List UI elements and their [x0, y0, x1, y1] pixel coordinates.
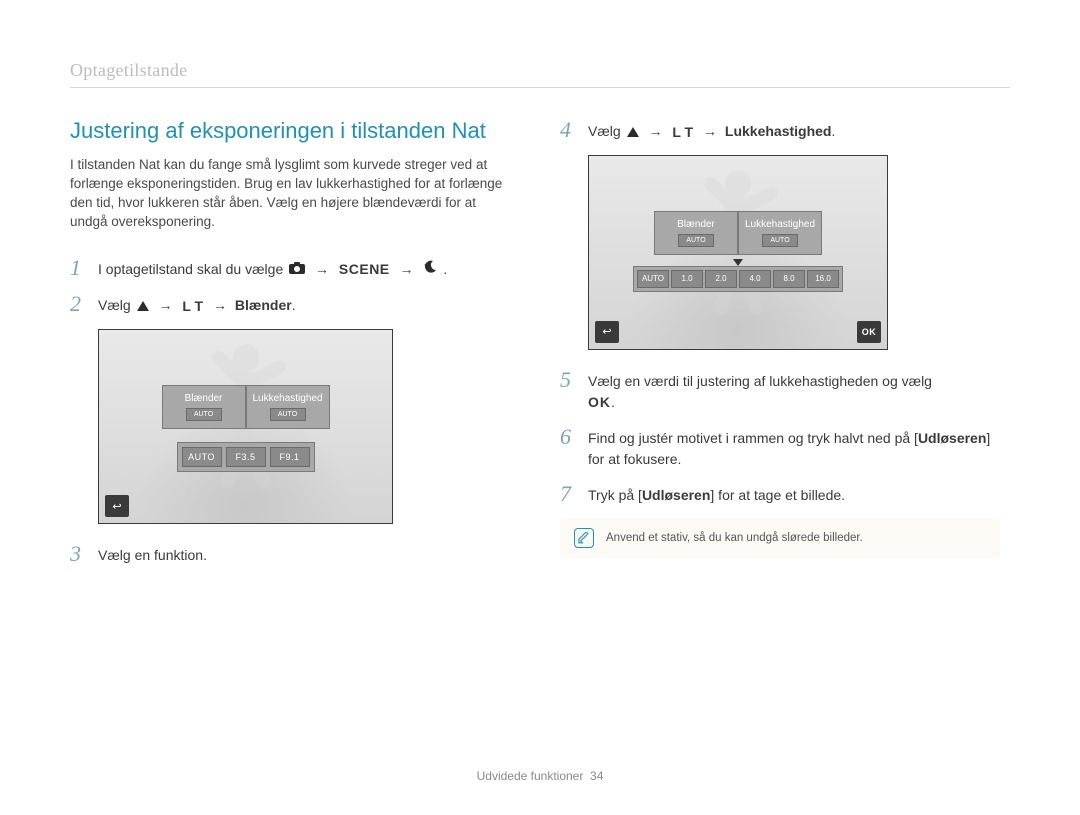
- scale-row: AUTO 1.0 2.0 4.0 8.0 16.0: [633, 266, 843, 292]
- content-columns: Justering af eksponeringen i tilstanden …: [70, 118, 1010, 578]
- step-text: Vælg en værdi til justering af lukkehast…: [588, 373, 932, 389]
- step-body: I optagetilstand skal du vælge → SCENE →…: [98, 256, 510, 281]
- value-option[interactable]: F3.5: [226, 447, 266, 467]
- tab-row: Blænder AUTO Lukkehastighed AUTO: [162, 385, 330, 429]
- scene-label: SCENE: [339, 259, 390, 280]
- tab-mini-value: AUTO: [678, 234, 714, 247]
- intro-paragraph: I tilstanden Nat kan du fange små lysgli…: [70, 156, 510, 232]
- tab-aperture[interactable]: Blænder AUTO: [654, 211, 738, 255]
- column-left: Justering af eksponeringen i tilstanden …: [70, 118, 510, 578]
- step-text: I optagetilstand skal du vælge: [98, 261, 287, 277]
- ok-label: OK: [588, 394, 611, 410]
- tab-shutter[interactable]: Lukkehastighed AUTO: [738, 211, 822, 255]
- step-1: 1 I optagetilstand skal du vælge → SCENE…: [70, 256, 510, 281]
- section-header: Optagetilstande: [70, 60, 1010, 88]
- step-4: 4 Vælg → L T → Lukkehastighed.: [560, 118, 1000, 143]
- value-option[interactable]: F9.1: [270, 447, 310, 467]
- tab-shutter[interactable]: Lukkehastighed AUTO: [246, 385, 330, 429]
- arrow-icon: →: [648, 123, 662, 139]
- note-icon: [574, 528, 594, 548]
- moon-icon: [423, 259, 437, 280]
- step-text: Find og justér motivet i rammen og tryk …: [588, 430, 918, 446]
- step-body: Vælg → L T → Lukkehastighed.: [588, 118, 1000, 143]
- arrow-icon: →: [315, 261, 329, 277]
- step-body: Tryk på [Udløseren] for at tage et bille…: [588, 482, 1000, 506]
- step-7: 7 Tryk på [Udløseren] for at tage et bil…: [560, 482, 1000, 506]
- step-text: Tryk på [: [588, 487, 642, 503]
- step-number: 7: [560, 482, 582, 506]
- scale-option[interactable]: 4.0: [739, 270, 771, 288]
- column-right: 4 Vælg → L T → Lukkehastighed. Blænder: [560, 118, 1000, 578]
- step-text: Vælg: [98, 297, 135, 313]
- camera-icon: [289, 259, 305, 280]
- tab-label: Blænder: [677, 219, 715, 230]
- screenshot-shutter: Blænder AUTO Lukkehastighed AUTO AUTO 1.…: [588, 155, 888, 350]
- page-footer: Udvidede funktioner 34: [0, 769, 1080, 783]
- arrow-icon: →: [158, 297, 172, 313]
- footer-page: 34: [590, 769, 603, 783]
- step-number: 1: [70, 256, 92, 280]
- tab-label: Blænder: [185, 393, 223, 404]
- scale-option[interactable]: 1.0: [671, 270, 703, 288]
- tab-mini-value: AUTO: [270, 408, 306, 421]
- tab-label: Lukkehastighed: [252, 393, 322, 404]
- screenshot-aperture: Blænder AUTO Lukkehastighed AUTO AUTO F3…: [98, 329, 393, 524]
- step-dot: .: [611, 394, 615, 410]
- step-text: ] for at tage et billede.: [710, 487, 845, 503]
- step-body: Vælg en funktion.: [98, 542, 510, 566]
- ok-button[interactable]: OK: [857, 321, 881, 343]
- step-bold: Udløseren: [642, 487, 710, 503]
- step-2: 2 Vælg → L T → Blænder.: [70, 292, 510, 317]
- step-5: 5 Vælg en værdi til justering af lukkeha…: [560, 368, 1000, 413]
- back-button[interactable]: ↩: [595, 321, 619, 343]
- scale-option[interactable]: 8.0: [773, 270, 805, 288]
- step-number: 3: [70, 542, 92, 566]
- scale-option[interactable]: 16.0: [807, 270, 839, 288]
- tab-row: Blænder AUTO Lukkehastighed AUTO: [654, 211, 822, 255]
- value-row: AUTO F3.5 F9.1: [177, 442, 315, 472]
- step-body: Vælg en værdi til justering af lukkehast…: [588, 368, 1000, 413]
- step-body: Vælg → L T → Blænder.: [98, 292, 510, 317]
- step-number: 2: [70, 292, 92, 316]
- step-target: Lukkehastighed: [725, 123, 832, 139]
- back-button[interactable]: ↩: [105, 495, 129, 517]
- step-body: Find og justér motivet i rammen og tryk …: [588, 425, 1000, 470]
- step-dot: .: [443, 261, 447, 277]
- scale-option[interactable]: 2.0: [705, 270, 737, 288]
- step-3: 3 Vælg en funktion.: [70, 542, 510, 566]
- lt-label: L T: [182, 296, 203, 317]
- note-box: Anvend et stativ, så du kan undgå sløred…: [560, 518, 1000, 558]
- scale-option[interactable]: AUTO: [637, 270, 669, 288]
- step-number: 5: [560, 368, 582, 392]
- arrow-icon: →: [400, 261, 414, 277]
- lt-label: L T: [672, 122, 693, 143]
- scale-marker-icon: [733, 259, 743, 266]
- triangle-up-icon: [627, 122, 639, 143]
- arrow-icon: →: [703, 123, 717, 139]
- tab-mini-value: AUTO: [186, 408, 222, 421]
- page-title: Justering af eksponeringen i tilstanden …: [70, 118, 510, 144]
- footer-label: Udvidede funktioner: [477, 769, 584, 783]
- tab-label: Lukkehastighed: [745, 219, 815, 230]
- step-number: 6: [560, 425, 582, 449]
- value-option[interactable]: AUTO: [182, 447, 222, 467]
- step-text: Vælg: [588, 123, 625, 139]
- tab-aperture[interactable]: Blænder AUTO: [162, 385, 246, 429]
- step-bold: Udløseren: [918, 430, 986, 446]
- step-number: 4: [560, 118, 582, 142]
- step-dot: .: [292, 297, 296, 313]
- triangle-up-icon: [137, 296, 149, 317]
- step-6: 6 Find og justér motivet i rammen og try…: [560, 425, 1000, 470]
- step-dot: .: [831, 123, 835, 139]
- note-text: Anvend et stativ, så du kan undgå sløred…: [606, 532, 863, 544]
- step-target: Blænder: [235, 297, 292, 313]
- tab-mini-value: AUTO: [762, 234, 798, 247]
- arrow-icon: →: [213, 297, 227, 313]
